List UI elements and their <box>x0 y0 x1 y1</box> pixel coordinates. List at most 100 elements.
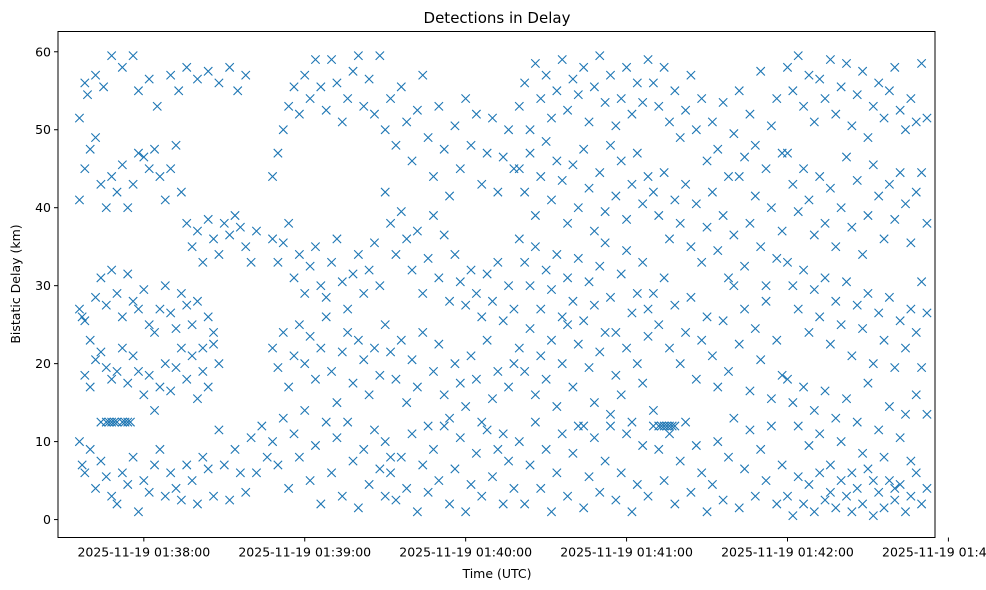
data-point <box>922 308 932 318</box>
data-point <box>450 121 460 131</box>
data-point <box>852 417 862 427</box>
data-point <box>874 487 884 497</box>
data-point <box>117 312 127 322</box>
data-point <box>412 105 422 115</box>
data-point <box>890 362 900 373</box>
data-point <box>477 417 487 427</box>
data-point <box>847 121 857 131</box>
data-point <box>857 448 868 458</box>
data-point <box>745 425 755 435</box>
data-point <box>353 51 363 61</box>
data-point <box>707 187 717 197</box>
data-point <box>879 335 889 345</box>
data-point <box>305 331 315 341</box>
data-point <box>123 269 133 279</box>
data-point <box>364 390 374 400</box>
data-point <box>750 323 760 334</box>
data-point <box>670 421 680 431</box>
data-point <box>514 437 524 447</box>
data-point <box>836 203 846 213</box>
data-point <box>149 327 160 338</box>
data-point <box>166 164 176 174</box>
data-point <box>675 132 685 143</box>
data-point <box>321 417 331 427</box>
data-point <box>520 78 530 88</box>
data-point <box>874 78 884 88</box>
data-point <box>117 160 127 170</box>
data-point <box>911 468 921 478</box>
data-point <box>251 226 262 236</box>
data-point <box>402 234 412 244</box>
data-point <box>101 300 111 310</box>
data-point <box>139 152 149 162</box>
data-point <box>739 304 750 314</box>
data-point <box>332 398 342 408</box>
data-point <box>847 351 857 361</box>
data-point <box>353 249 363 260</box>
data-point <box>117 343 127 353</box>
data-point <box>857 499 868 509</box>
data-point <box>503 281 514 291</box>
data-point <box>568 160 578 170</box>
data-point <box>359 444 369 454</box>
data-point <box>428 210 439 221</box>
data-point <box>879 234 889 244</box>
data-point <box>847 222 857 232</box>
data-point <box>262 452 272 462</box>
data-point <box>611 495 621 505</box>
data-point <box>589 226 599 236</box>
data-point <box>922 113 932 123</box>
data-point <box>96 179 106 189</box>
data-point <box>434 101 444 111</box>
data-point <box>525 460 535 470</box>
data-point <box>133 148 144 158</box>
data-point <box>74 437 85 447</box>
data-point <box>654 444 664 454</box>
x-tick-label: 2025-11-19 01:38:00 <box>77 545 210 560</box>
data-point <box>166 308 176 318</box>
data-point <box>182 62 192 72</box>
data-point <box>107 265 117 275</box>
data-point <box>192 394 203 404</box>
data-point <box>874 191 884 201</box>
data-point <box>643 54 653 65</box>
data-point <box>664 234 675 244</box>
data-point <box>616 269 626 279</box>
data-point <box>101 472 111 482</box>
data-point <box>627 308 637 318</box>
data-point <box>782 491 793 501</box>
data-point <box>836 437 846 447</box>
data-point <box>911 187 921 197</box>
data-point <box>766 394 776 404</box>
data-point <box>831 109 841 119</box>
data-point <box>487 296 498 306</box>
data-point <box>841 152 852 162</box>
data-point <box>917 362 927 373</box>
data-point <box>171 483 181 493</box>
data-point <box>133 507 144 517</box>
data-point <box>343 304 353 314</box>
data-point <box>498 499 508 509</box>
data-point <box>530 210 540 221</box>
data-point <box>155 382 165 392</box>
data-point <box>471 448 481 458</box>
data-point <box>364 479 374 490</box>
data-point <box>203 312 213 322</box>
data-point <box>895 433 905 443</box>
data-point <box>562 218 573 228</box>
data-point <box>402 483 412 493</box>
data-point <box>788 86 798 96</box>
data-point <box>917 277 927 287</box>
x-axis-title: Time (UTC) <box>461 566 531 581</box>
data-point <box>128 179 138 189</box>
data-point <box>391 495 401 505</box>
data-point <box>884 86 894 96</box>
data-point <box>326 468 337 478</box>
data-point <box>174 86 184 96</box>
data-point <box>697 468 707 478</box>
data-point <box>477 491 487 501</box>
data-point <box>337 491 347 501</box>
data-point <box>756 242 766 252</box>
data-point <box>584 183 594 193</box>
data-point <box>922 218 932 228</box>
